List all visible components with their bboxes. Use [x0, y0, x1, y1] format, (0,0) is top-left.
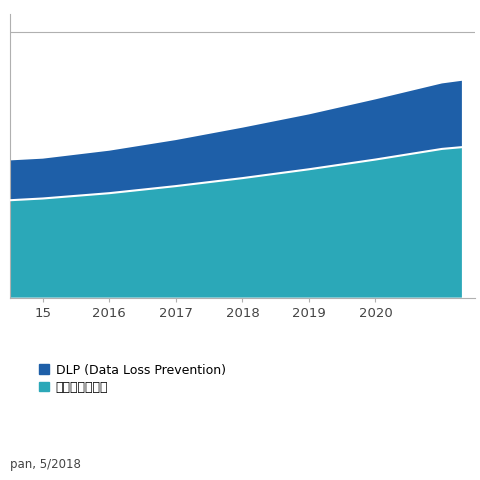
Text: pan, 5/2018: pan, 5/2018 — [10, 458, 81, 471]
Legend: DLP (Data Loss Prevention), 暗号化／鍵管理: DLP (Data Loss Prevention), 暗号化／鍵管理 — [35, 359, 231, 399]
